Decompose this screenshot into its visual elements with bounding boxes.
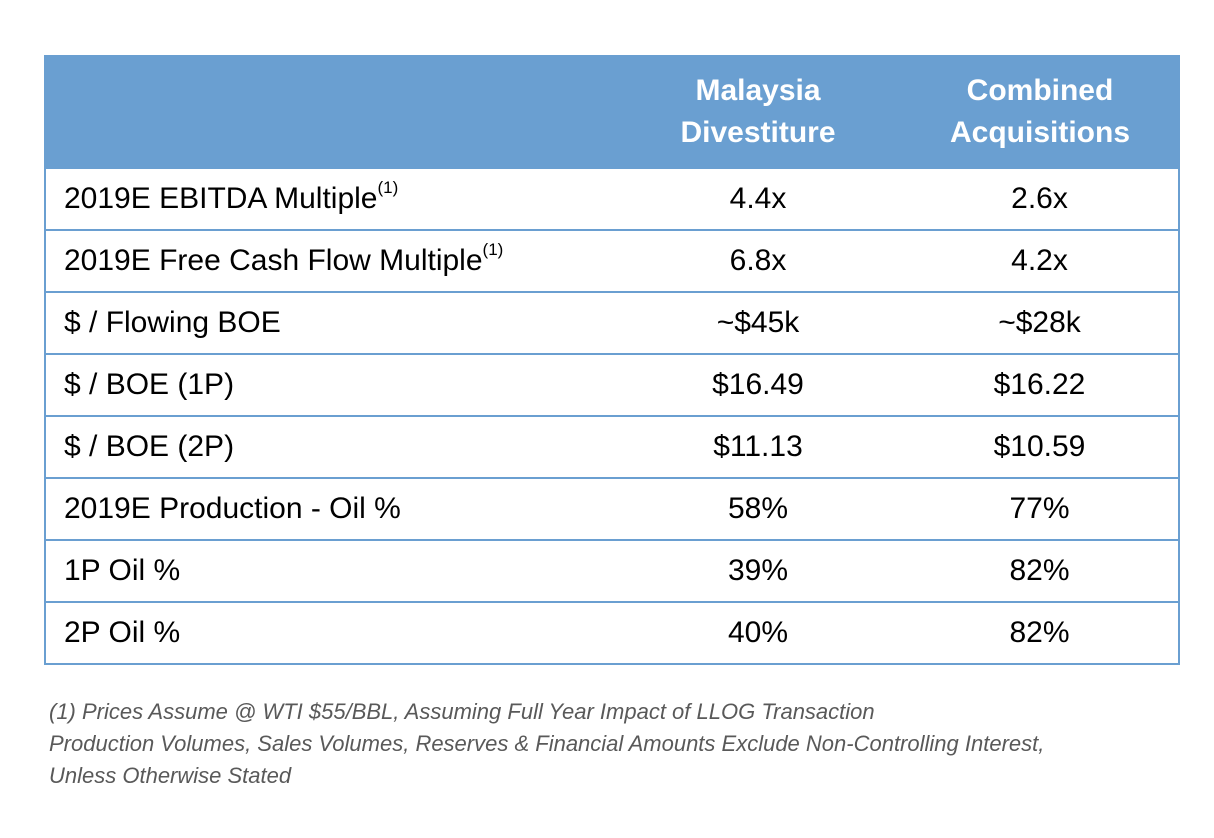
malaysia-value: 6.8x [615, 229, 901, 293]
combined-value: 82% [901, 601, 1180, 665]
table-row: 2P Oil % 40% 82% [44, 601, 1180, 665]
header-malaysia-line2: Divestiture [680, 116, 836, 149]
malaysia-value: $11.13 [615, 415, 901, 479]
row-label-text: 2019E Free Cash Flow Multiple [64, 244, 483, 277]
combined-value: ~$28k [901, 291, 1180, 355]
row-label: 2019E EBITDA Multiple(1) [44, 167, 615, 231]
row-label: 2019E Free Cash Flow Multiple(1) [44, 229, 615, 293]
malaysia-value: 58% [615, 477, 901, 541]
malaysia-value: 40% [615, 601, 901, 665]
footnote-line: Production Volumes, Sales Volumes, Reser… [49, 731, 1045, 756]
footnote-line: Unless Otherwise Stated [49, 763, 292, 788]
combined-value: 4.2x [901, 229, 1180, 293]
row-label-text: 2019E EBITDA Multiple [64, 182, 378, 215]
combined-value: 2.6x [901, 167, 1180, 231]
footnote-line: (1) Prices Assume @ WTI $55/BBL, Assumin… [49, 699, 875, 724]
table-row: 2019E EBITDA Multiple(1) 4.4x 2.6x [44, 167, 1180, 231]
malaysia-value: 39% [615, 539, 901, 603]
header-combined-line2: Acquisitions [949, 116, 1130, 149]
header-malaysia-divestiture: Malaysia Divestiture [614, 55, 902, 169]
row-label: 1P Oil % [44, 539, 615, 603]
table-row: $ / Flowing BOE ~$45k ~$28k [44, 291, 1180, 355]
row-label: $ / BOE (2P) [44, 415, 615, 479]
table-row: $ / BOE (1P) $16.49 $16.22 [44, 353, 1180, 417]
table-row: $ / BOE (2P) $11.13 $10.59 [44, 415, 1180, 479]
row-label: $ / Flowing BOE [44, 291, 615, 355]
malaysia-value: $16.49 [615, 353, 901, 417]
table-row: 2019E Production - Oil % 58% 77% [44, 477, 1180, 541]
header-label-cell [44, 55, 616, 169]
table-row: 1P Oil % 39% 82% [44, 539, 1180, 603]
footnotes: (1) Prices Assume @ WTI $55/BBL, Assumin… [49, 696, 1179, 792]
combined-value: $10.59 [901, 415, 1180, 479]
header-malaysia-line1: Malaysia [695, 74, 821, 107]
footnote-marker: (1) [377, 178, 399, 197]
row-label: 2019E Production - Oil % [44, 477, 615, 541]
header-combined-acquisitions: Combined Acquisitions [900, 55, 1180, 169]
malaysia-value: 4.4x [615, 167, 901, 231]
row-label: 2P Oil % [44, 601, 615, 665]
header-combined-line1: Combined [966, 74, 1114, 107]
row-label: $ / BOE (1P) [44, 353, 615, 417]
comparison-table: Malaysia Divestiture Combined Acquisitio… [44, 55, 1180, 665]
combined-value: $16.22 [901, 353, 1180, 417]
table-header-row: Malaysia Divestiture Combined Acquisitio… [44, 55, 1180, 169]
combined-value: 82% [901, 539, 1180, 603]
table-row: 2019E Free Cash Flow Multiple(1) 6.8x 4.… [44, 229, 1180, 293]
footnote-marker: (1) [482, 240, 504, 259]
combined-value: 77% [901, 477, 1180, 541]
malaysia-value: ~$45k [615, 291, 901, 355]
